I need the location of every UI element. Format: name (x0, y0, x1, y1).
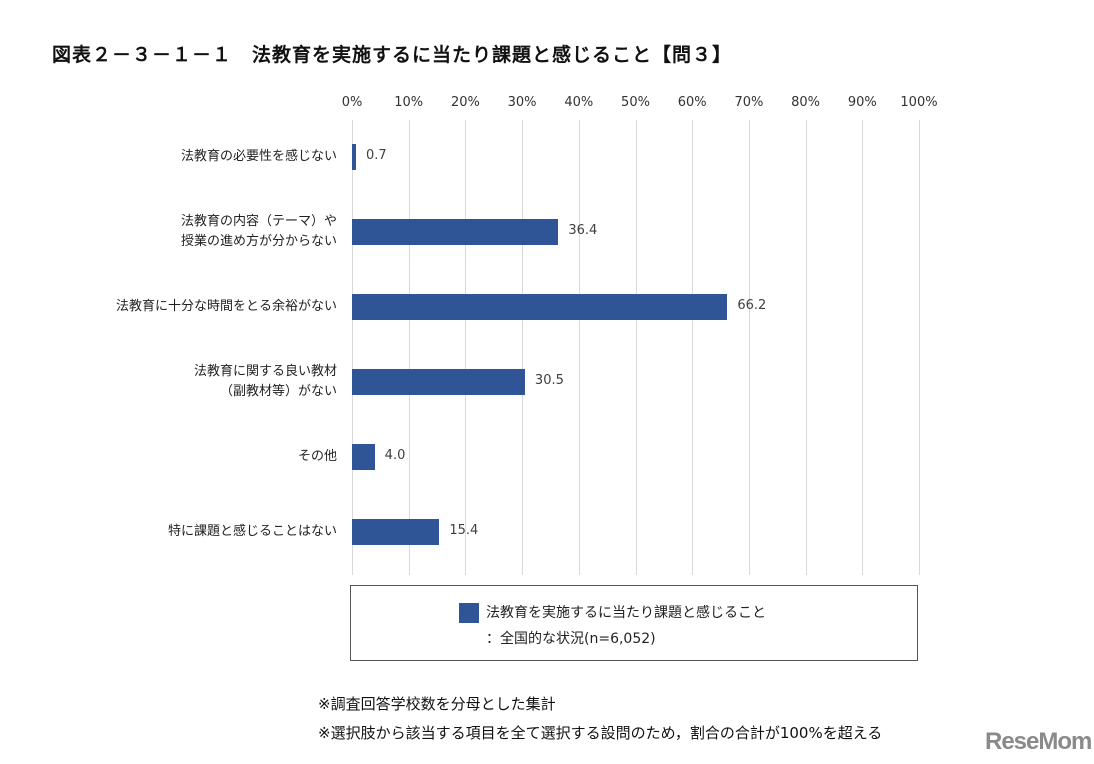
bar-value-label: 66.2 (737, 298, 767, 313)
bar-value-label: 30.5 (534, 373, 564, 388)
bar (352, 369, 525, 395)
legend: 法教育を実施するに当たり課題と感じること ：全国的な状況(n=6,052) (350, 585, 918, 661)
gridline (522, 120, 524, 575)
watermark-logo: ReseMom (985, 728, 1092, 755)
x-tick-label: 80% (791, 95, 821, 110)
category-label: 法教育に十分な時間をとる余裕がない (115, 299, 337, 314)
bar-value-label: 0.7 (365, 148, 387, 163)
plot-area: 0.7 36.4 66.2 30.5 4.0 15.4 (352, 120, 920, 575)
gridline (635, 120, 637, 575)
legend-sublabel: ：全国的な状況(n=6,052) (486, 631, 656, 647)
bar (352, 294, 728, 320)
chart-title: 図表２－３－１－１ 法教育を実施するに当たり課題と感じること【問３】 (52, 44, 733, 66)
gridline (465, 120, 467, 575)
category-label: 法教育に関する良い教材 （副教材等）がない (193, 364, 337, 399)
bar-value-label: 36.4 (568, 223, 598, 238)
footnote-1: ※調査回答学校数を分母とした集計 (318, 695, 556, 713)
gridline (352, 120, 353, 575)
bar (352, 444, 375, 470)
bar (352, 519, 440, 545)
gridline (919, 120, 920, 575)
bar (352, 219, 559, 245)
x-tick-label: 20% (450, 95, 480, 110)
x-tick-label: 50% (621, 95, 650, 110)
x-tick-label: 10% (394, 95, 424, 110)
gridline (692, 120, 694, 575)
x-tick-label: 30% (507, 95, 537, 110)
category-label: その他 (297, 449, 337, 464)
x-tick-label: 90% (847, 95, 877, 110)
x-tick-label: 60% (677, 95, 707, 110)
legend-swatch (459, 603, 479, 623)
gridline (408, 120, 410, 575)
gridline (748, 120, 750, 575)
category-label: 法教育の必要性を感じない (180, 149, 337, 164)
x-tick-label: 0% (341, 95, 363, 110)
bar-value-label: 15.4 (449, 523, 479, 538)
bar-value-label: 4.0 (384, 448, 406, 463)
gridline (862, 120, 864, 575)
bar (352, 144, 356, 170)
x-tick-label: 70% (734, 95, 764, 110)
gridline (578, 120, 580, 575)
category-label: 特に課題と感じることはない (167, 524, 337, 539)
category-label: 法教育の内容（テーマ）や 授業の進め方が分からない (180, 214, 337, 249)
x-tick-label: 40% (564, 95, 594, 110)
gridline (805, 120, 807, 575)
footnote-2: ※選択肢から該当する項目を全て選択する設問のため，割合の合計が100%を超える (318, 724, 883, 742)
x-tick-label: 100% (900, 95, 938, 110)
legend-label: 法教育を実施するに当たり課題と感じること (486, 605, 766, 621)
